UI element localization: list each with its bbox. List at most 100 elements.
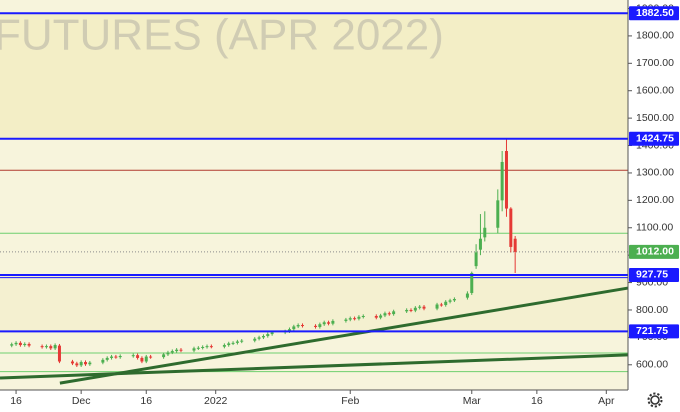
candle-body <box>344 319 348 321</box>
candle-body <box>422 306 426 309</box>
candle-body <box>513 238 517 252</box>
candle-body <box>140 357 144 362</box>
x-tick-label: Apr <box>598 395 615 407</box>
candle-body <box>201 346 205 348</box>
candle-body <box>253 338 257 341</box>
candle-body <box>101 359 105 363</box>
x-tick-label: 16 <box>140 395 152 407</box>
price-label: 1012.00 <box>636 246 674 258</box>
candle-body <box>131 355 135 357</box>
candle-body <box>136 355 140 358</box>
candle-body <box>287 329 291 332</box>
candle-body <box>292 326 296 330</box>
candle-body <box>496 200 500 228</box>
candle-body <box>318 324 322 327</box>
candle-body <box>257 337 261 339</box>
trend-line <box>59 286 629 385</box>
candle-body <box>88 362 92 365</box>
candle-body <box>500 161 504 201</box>
candle-body <box>14 342 18 345</box>
price-label-box <box>629 267 679 282</box>
candle-body <box>418 306 422 308</box>
y-tick-label: 600.00 <box>636 359 668 371</box>
x-tick-label: Dec <box>72 395 91 407</box>
candle-body <box>23 343 27 346</box>
y-tick-label: 1600.00 <box>636 84 674 96</box>
candle-body <box>509 208 513 247</box>
candle-body <box>170 351 174 353</box>
candle-body <box>465 293 469 298</box>
candle-body <box>444 301 448 306</box>
candle-body <box>44 346 48 348</box>
level-band <box>0 13 628 139</box>
trend-line <box>0 353 629 380</box>
candle-body <box>235 341 239 343</box>
candle-body <box>504 151 508 209</box>
watermark: FUTURES (APR 2022) <box>0 11 444 60</box>
candle-body <box>383 313 387 316</box>
candle-body <box>331 320 335 324</box>
candle-body <box>327 322 331 324</box>
candle-body <box>379 315 383 318</box>
candle-body <box>196 347 200 349</box>
candle-body <box>470 272 474 293</box>
candle-body <box>79 362 83 366</box>
candle-body <box>166 352 170 355</box>
candle-body <box>192 348 196 351</box>
x-tick-label: 16 <box>10 395 22 407</box>
level-band <box>0 274 628 332</box>
candle-body <box>175 349 179 352</box>
candle-body <box>179 349 183 351</box>
price-axis <box>628 0 680 412</box>
candle-body <box>357 316 361 319</box>
y-tick-label: 1200.00 <box>636 194 674 206</box>
candle-body <box>205 346 209 348</box>
candle-body <box>296 325 300 327</box>
candle-body <box>392 311 396 315</box>
candle-body <box>110 356 114 358</box>
candle-body <box>300 325 304 327</box>
candle-body <box>57 345 61 362</box>
price-label-box <box>629 131 679 146</box>
y-tick-label: 1500.00 <box>636 112 674 124</box>
background-layer <box>0 13 628 332</box>
candle-body <box>483 227 487 238</box>
candle-body <box>374 316 378 318</box>
candle-body <box>409 309 413 311</box>
price-label: 1424.75 <box>636 133 674 145</box>
price-label: 721.75 <box>636 325 668 337</box>
candle-body <box>40 346 44 348</box>
candle-body <box>448 300 452 302</box>
candle-body <box>162 354 166 358</box>
candle-body <box>53 345 57 349</box>
candle-body <box>49 346 53 349</box>
candle-body <box>27 343 31 346</box>
candle-body <box>348 318 352 320</box>
y-tick-label: 1700.00 <box>636 57 674 69</box>
candle-body <box>261 336 265 338</box>
x-tick-label: Feb <box>341 395 359 407</box>
time-axis <box>0 390 628 412</box>
y-tick-label: 1300.00 <box>636 167 674 179</box>
candle-body <box>75 363 79 366</box>
settings-icon[interactable] <box>647 392 663 408</box>
candle-body <box>452 299 456 301</box>
y-tick-label: 1800.00 <box>636 30 674 42</box>
price-label-box <box>629 244 679 259</box>
candle-body <box>439 304 443 306</box>
candle-body <box>118 356 122 358</box>
candle-body <box>474 252 478 267</box>
candle-body <box>361 316 365 318</box>
candle-body <box>270 332 274 335</box>
candle-body <box>149 356 153 358</box>
x-tick-label: 2022 <box>204 395 228 407</box>
candle-body <box>353 318 357 320</box>
candle-body <box>222 345 226 347</box>
candle-body <box>322 322 326 325</box>
x-tick-label: Mar <box>463 395 482 407</box>
candle-body <box>413 307 417 311</box>
candle-body <box>314 325 318 327</box>
candle-body <box>405 309 409 312</box>
y-tick-label: 800.00 <box>636 304 668 316</box>
